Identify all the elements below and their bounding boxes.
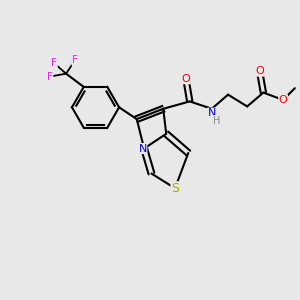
Text: O: O [255, 66, 264, 76]
Text: O: O [279, 95, 287, 105]
Text: N: N [139, 143, 147, 154]
Text: O: O [182, 74, 190, 84]
Text: H: H [213, 116, 221, 126]
Text: F: F [47, 72, 53, 82]
Text: N: N [208, 108, 216, 118]
Text: F: F [51, 58, 57, 68]
Text: F: F [72, 56, 78, 65]
Text: S: S [171, 182, 179, 195]
